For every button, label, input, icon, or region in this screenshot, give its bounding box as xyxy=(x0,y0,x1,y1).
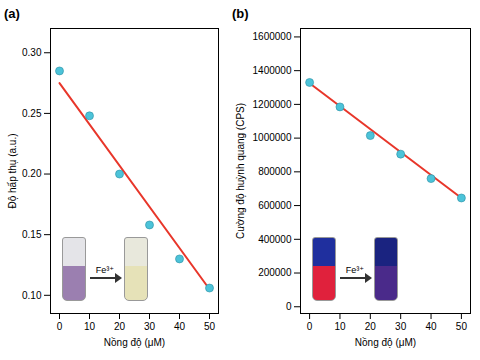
svg-text:30: 30 xyxy=(395,321,407,332)
svg-text:800000: 800000 xyxy=(258,166,292,177)
svg-text:10: 10 xyxy=(334,321,346,332)
html-text:Fe³⁺: Fe³⁺ xyxy=(345,265,365,275)
svg-text:50: 50 xyxy=(204,321,216,332)
svg-text:Nồng độ (μM): Nồng độ (μM) xyxy=(355,337,416,348)
svg-text:1000000: 1000000 xyxy=(253,132,292,143)
svg-text:10: 10 xyxy=(84,321,96,332)
svg-text:1200000: 1200000 xyxy=(253,99,292,110)
svg-text:20: 20 xyxy=(365,321,377,332)
svg-text:30: 30 xyxy=(144,321,156,332)
svg-text:0: 0 xyxy=(57,321,63,332)
svg-text:40: 40 xyxy=(425,321,437,332)
svg-text:20: 20 xyxy=(114,321,126,332)
svg-text:0.10: 0.10 xyxy=(22,290,42,301)
svg-text:400000: 400000 xyxy=(258,233,292,244)
svg-text:0.15: 0.15 xyxy=(22,229,42,240)
svg-text:40: 40 xyxy=(174,321,186,332)
svg-text:0: 0 xyxy=(286,301,292,312)
svg-text:0: 0 xyxy=(307,321,313,332)
svg-text:0.25: 0.25 xyxy=(22,108,42,119)
html-text:(a): (a) xyxy=(4,6,20,21)
svg-text:1600000: 1600000 xyxy=(253,31,292,42)
svg-text:Cường độ huỳnh quang (CPS): Cường độ huỳnh quang (CPS) xyxy=(235,103,246,239)
html-text:Fe³⁺: Fe³⁺ xyxy=(95,265,115,275)
svg-text:200000: 200000 xyxy=(258,267,292,278)
svg-text:1400000: 1400000 xyxy=(253,65,292,76)
html-text:(b): (b) xyxy=(232,6,249,21)
svg-text:Nồng độ (μM): Nồng độ (μM) xyxy=(104,337,165,348)
svg-text:Độ hấp thụ (a.u.): Độ hấp thụ (a.u.) xyxy=(7,133,18,208)
svg-text:0.30: 0.30 xyxy=(22,47,42,58)
svg-text:0.20: 0.20 xyxy=(22,168,42,179)
svg-text:600000: 600000 xyxy=(258,200,292,211)
svg-text:50: 50 xyxy=(456,321,468,332)
